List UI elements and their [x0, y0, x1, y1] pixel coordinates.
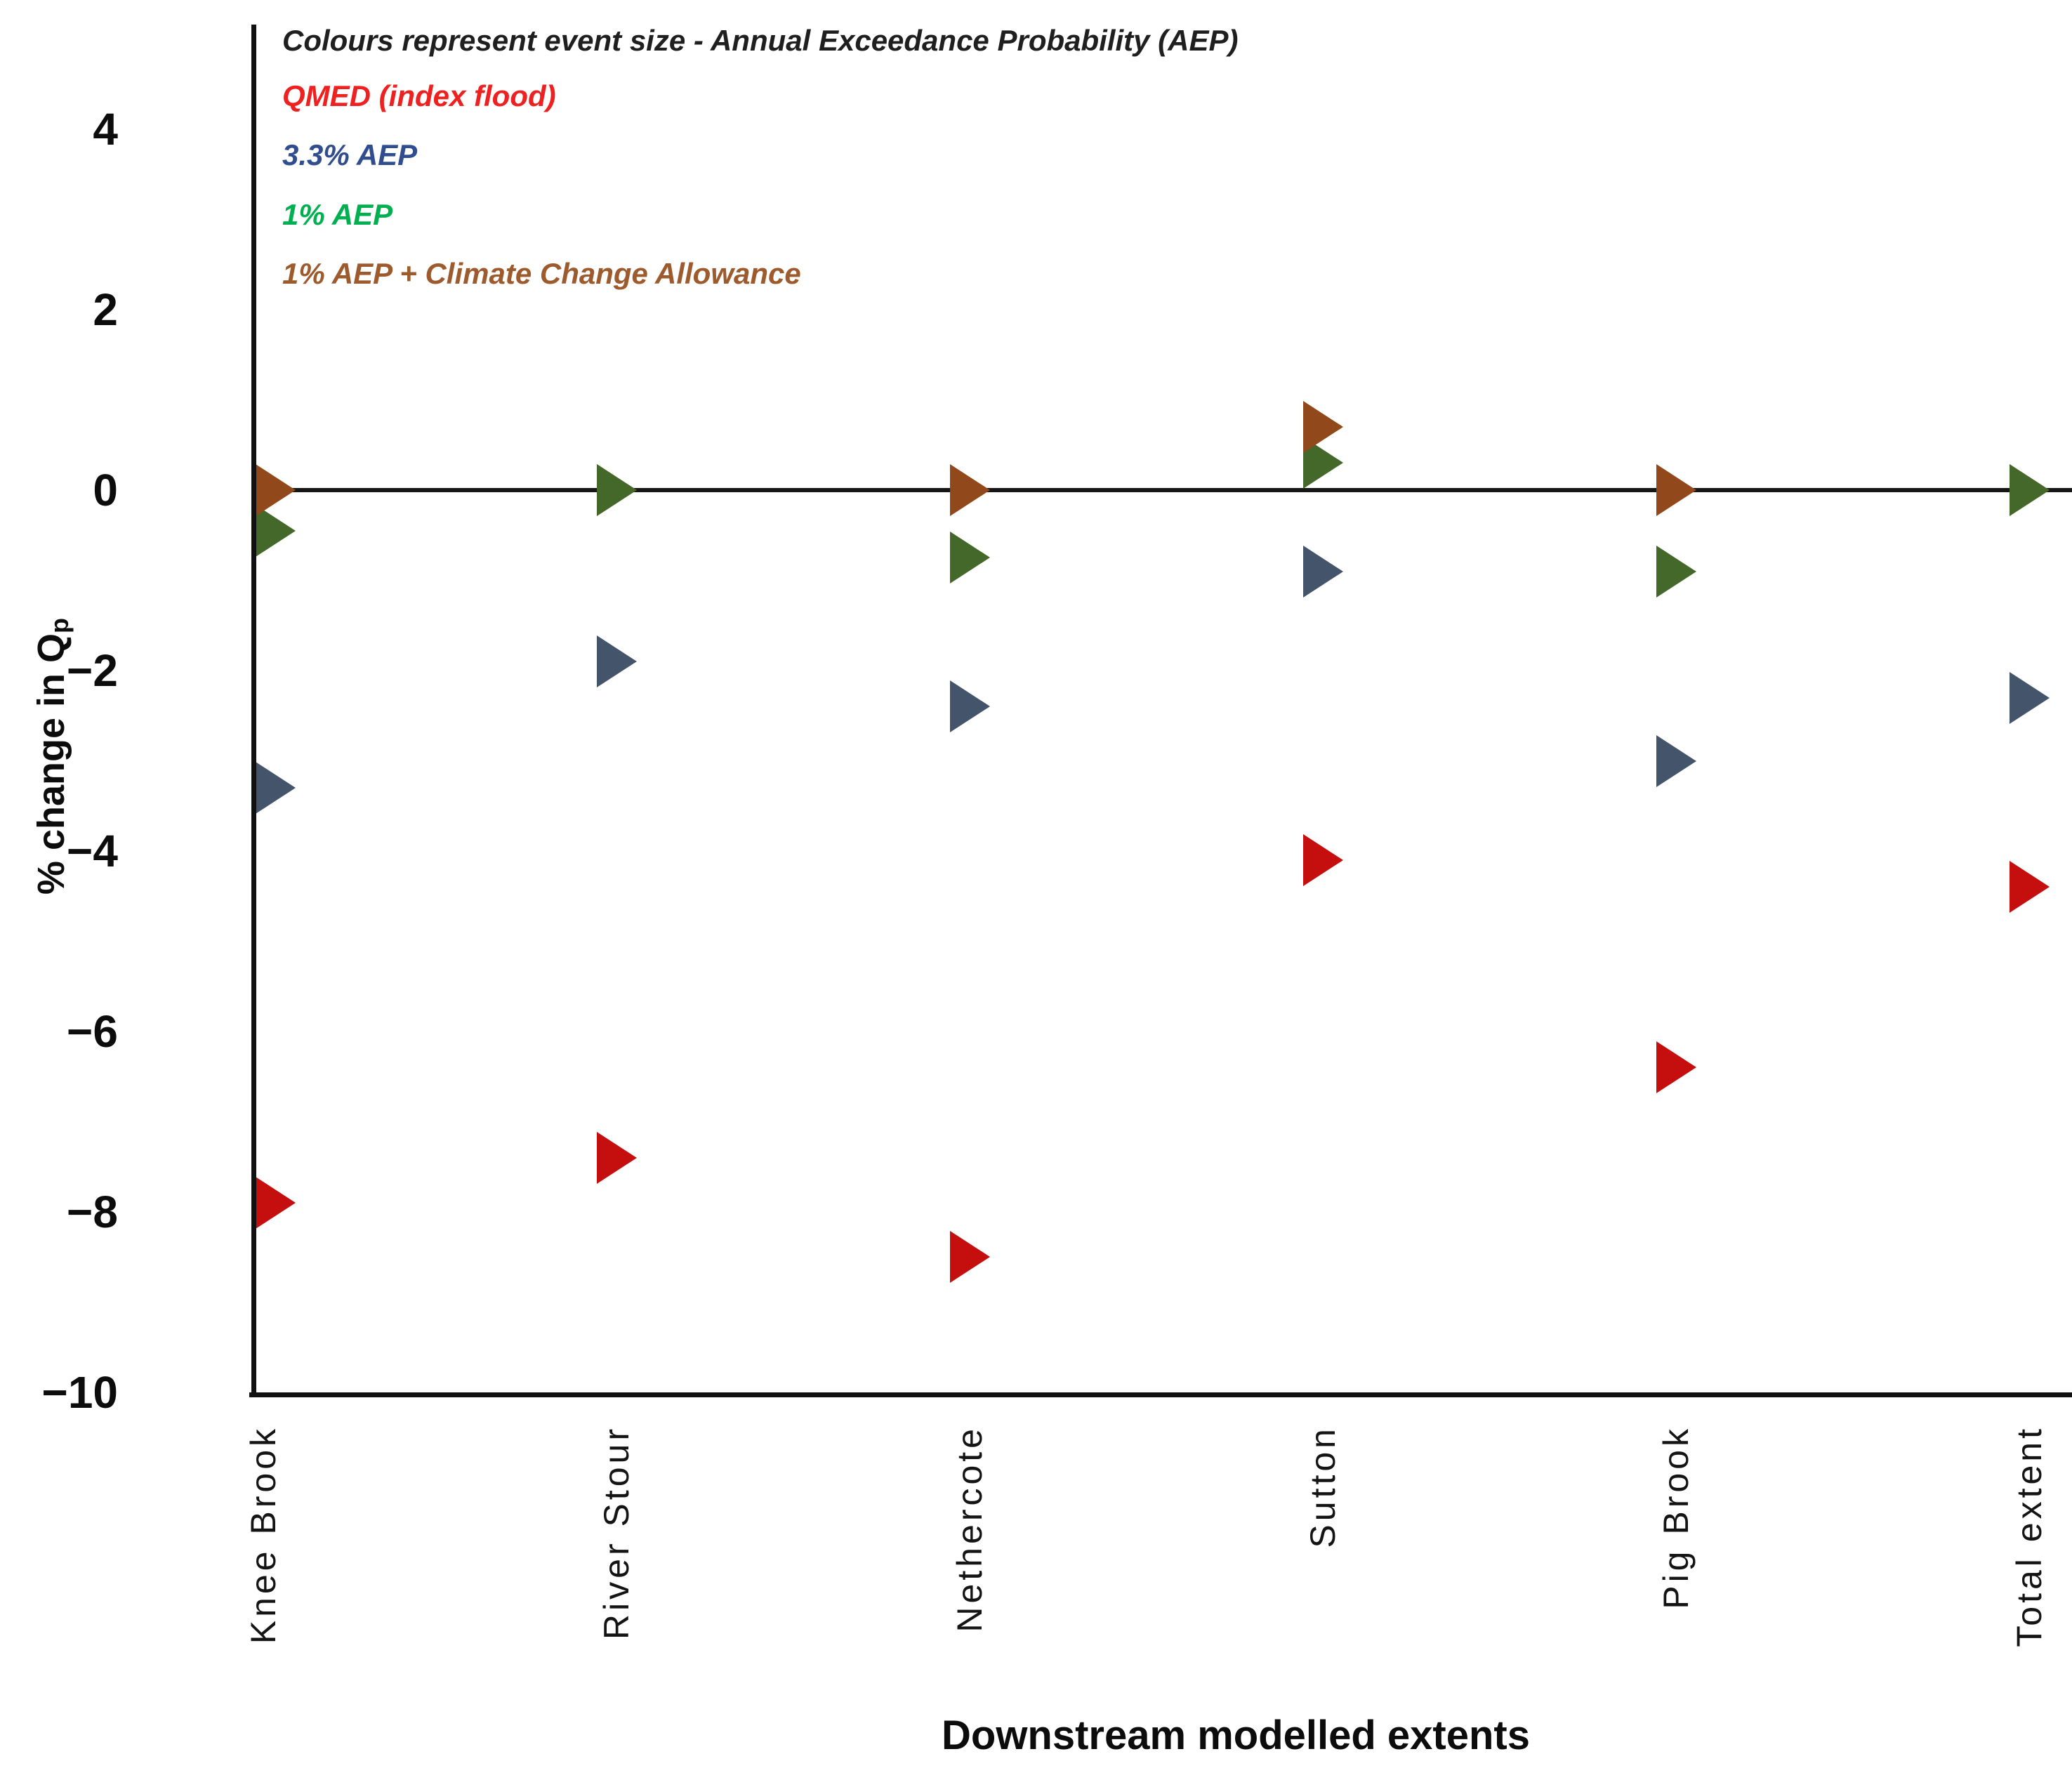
marker-aep33 — [1656, 734, 1696, 787]
x-axis-line — [249, 1392, 2072, 1397]
legend-item-aep1cc: 1% AEP + Climate Change Allowance — [282, 257, 801, 290]
y-tick-label: 2 — [93, 284, 118, 335]
marker-aep33 — [256, 762, 296, 815]
legend-item-aep33: 3.3% AEP — [282, 138, 418, 171]
x-axis-title: Downstream modelled extents — [942, 1713, 1530, 1758]
x-category-label: Nethercote — [950, 1425, 989, 1633]
y-tick-label: 4 — [93, 104, 118, 154]
marker-qmed — [950, 1231, 990, 1284]
x-category-label: Total extent — [2010, 1425, 2049, 1647]
y-tick-label: −6 — [67, 1006, 118, 1057]
y-tick-label: −4 — [67, 826, 118, 876]
marker-qmed — [1303, 833, 1343, 886]
zero-gridline — [255, 488, 2072, 492]
x-category-label: River Stour — [597, 1425, 636, 1640]
y-axis-title: % change in Qp — [25, 618, 86, 895]
marker-qmed — [256, 1177, 296, 1229]
legend-item-aep1: 1% AEP — [282, 198, 393, 231]
y-axis-title-subscript: p — [44, 618, 74, 633]
marker-aep1cc — [256, 464, 296, 516]
legend-note: Colours represent event size - Annual Ex… — [282, 24, 1239, 57]
y-tick-label: −2 — [67, 645, 118, 696]
marker-aep1 — [1656, 545, 1696, 598]
marker-qmed — [597, 1131, 637, 1184]
marker-aep33 — [2010, 671, 2050, 724]
marker-aep1 — [597, 464, 637, 516]
y-tick-label: 0 — [93, 465, 118, 515]
y-axis-title-text: % change in Q — [30, 633, 72, 895]
y-axis-line — [251, 25, 256, 1397]
marker-aep1cc — [1303, 401, 1343, 454]
marker-qmed — [2010, 861, 2050, 914]
marker-aep1 — [2010, 464, 2050, 516]
marker-aep33 — [597, 635, 637, 688]
marker-aep33 — [950, 680, 990, 733]
marker-qmed — [1656, 1041, 1696, 1094]
marker-aep1cc — [950, 464, 990, 516]
marker-aep33 — [1303, 545, 1343, 598]
y-tick-label: −8 — [67, 1187, 118, 1237]
x-category-label: Sutton — [1303, 1425, 1342, 1548]
y-tick-label: −10 — [41, 1367, 118, 1418]
legend-item-qmed: QMED (index flood) — [282, 79, 556, 112]
x-category-label: Pig Brook — [1656, 1425, 1696, 1609]
x-category-label: Knee Brook — [244, 1425, 283, 1644]
marker-aep1 — [950, 532, 990, 584]
marker-aep1cc — [1656, 464, 1696, 516]
